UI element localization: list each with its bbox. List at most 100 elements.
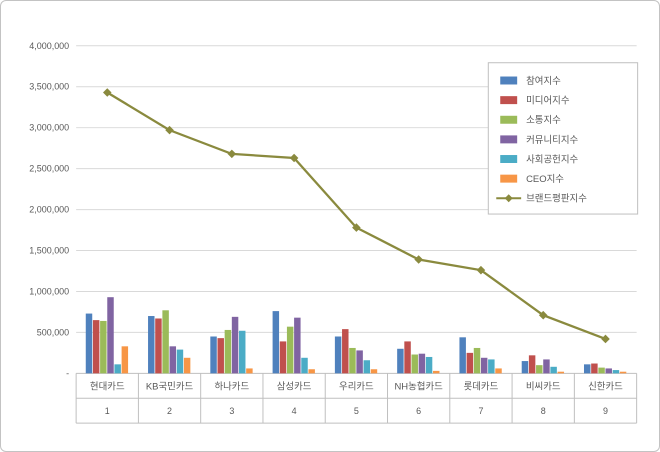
line-marker-diamond bbox=[538, 310, 548, 320]
bar-CEO지수 bbox=[557, 371, 565, 374]
bar-미디어지수 bbox=[217, 338, 224, 374]
bar-미디어지수 bbox=[404, 341, 411, 374]
x-number-label: 7 bbox=[478, 406, 483, 416]
bar-소통지수 bbox=[473, 347, 481, 374]
bar-소통지수 bbox=[598, 367, 605, 374]
x-number-label: 9 bbox=[603, 406, 608, 416]
legend-marker-사회공헌지수 bbox=[500, 155, 518, 163]
line-marker-diamond bbox=[289, 153, 299, 163]
y-tick-label: 3,000,000 bbox=[29, 123, 69, 133]
bar-미디어지수 bbox=[342, 329, 349, 374]
bar-미디어지수 bbox=[92, 320, 100, 374]
bar-커뮤니티지수 bbox=[418, 353, 426, 374]
bar-소통지수 bbox=[286, 326, 294, 374]
legend-diamond-icon bbox=[504, 194, 513, 203]
legend-label: 브랜드평판지수 bbox=[526, 194, 587, 205]
line-marker-diamond bbox=[165, 125, 174, 135]
legend-marker-참여지수 bbox=[500, 76, 518, 85]
x-category-label: 비씨카드 bbox=[526, 381, 561, 392]
bar-CEO지수 bbox=[619, 371, 627, 374]
y-tick-label: 2,500,000 bbox=[29, 164, 69, 174]
x-category-label: 롯데카드 bbox=[464, 381, 499, 392]
x-category-label: 하나카드 bbox=[214, 381, 249, 392]
bar-소통지수 bbox=[100, 320, 107, 374]
x-number-label: 5 bbox=[354, 406, 359, 416]
bar-사회공헌지수 bbox=[612, 370, 620, 374]
legend-marker-CEO지수 bbox=[500, 174, 518, 183]
bar-미디어지수 bbox=[528, 355, 536, 374]
bar-참여지수 bbox=[148, 316, 155, 374]
bar-미디어지수 bbox=[279, 341, 287, 374]
bar-CEO지수 bbox=[308, 369, 315, 374]
bar-커뮤니티지수 bbox=[294, 317, 301, 374]
x-number-label: 8 bbox=[541, 406, 546, 416]
bar-참여지수 bbox=[583, 364, 591, 374]
bar-CEO지수 bbox=[246, 368, 253, 374]
bar-참여지수 bbox=[459, 337, 466, 374]
y-tick-label: 1,500,000 bbox=[29, 246, 69, 256]
legend-label: 소통지수 bbox=[526, 115, 561, 126]
x-category-label: NH농협카드 bbox=[394, 380, 443, 392]
bar-소통지수 bbox=[411, 354, 418, 374]
x-number-label: 1 bbox=[105, 406, 110, 416]
bar-사회공헌지수 bbox=[363, 360, 371, 374]
bar-소통지수 bbox=[224, 329, 232, 374]
bar-참여지수 bbox=[210, 336, 217, 374]
bar-커뮤니티지수 bbox=[107, 297, 114, 374]
legend-label: 커뮤니티지수 bbox=[526, 135, 578, 146]
bar-커뮤니티지수 bbox=[356, 350, 363, 374]
bar-참여지수 bbox=[521, 361, 529, 374]
bar-CEO지수 bbox=[495, 368, 502, 374]
bar-참여지수 bbox=[397, 348, 404, 374]
line-marker-diamond bbox=[414, 255, 423, 264]
bar-커뮤니티지수 bbox=[480, 357, 488, 374]
y-tick-label: 2,000,000 bbox=[29, 205, 69, 215]
bar-사회공헌지수 bbox=[176, 349, 184, 374]
bar-참여지수 bbox=[272, 311, 280, 374]
x-category-label: 현대카드 bbox=[90, 381, 125, 392]
bar-CEO지수 bbox=[432, 370, 440, 374]
bar-미디어지수 bbox=[591, 363, 598, 374]
bar-사회공헌지수 bbox=[425, 356, 433, 374]
legend-label: 참여지수 bbox=[526, 75, 561, 87]
bar-사회공헌지수 bbox=[238, 330, 246, 374]
x-category-label: 삼성카드 bbox=[277, 381, 312, 392]
bar-커뮤니티지수 bbox=[169, 346, 177, 374]
bar-CEO지수 bbox=[121, 346, 129, 374]
x-category-label: 신한카드 bbox=[588, 381, 623, 392]
x-number-label: 4 bbox=[292, 406, 297, 416]
legend-label: CEO지수 bbox=[526, 174, 564, 185]
legend-marker-미디어지수 bbox=[500, 96, 518, 105]
y-tick-label: - bbox=[66, 368, 69, 378]
y-tick-label: 4,000,000 bbox=[29, 41, 69, 51]
y-tick-label: 3,500,000 bbox=[29, 82, 69, 92]
bar-커뮤니티지수 bbox=[231, 316, 239, 374]
x-number-label: 3 bbox=[229, 406, 234, 416]
bar-참여지수 bbox=[334, 336, 342, 374]
legend-label: 사회공헌지수 bbox=[526, 154, 578, 165]
line-marker-diamond bbox=[601, 334, 610, 344]
x-category-label: 우리카드 bbox=[339, 381, 374, 392]
x-number-label: 2 bbox=[167, 406, 172, 416]
bar-참여지수 bbox=[85, 313, 93, 374]
bar-소통지수 bbox=[349, 347, 356, 374]
y-tick-label: 500,000 bbox=[37, 327, 69, 337]
bar-소통지수 bbox=[162, 310, 169, 374]
bar-CEO지수 bbox=[370, 369, 378, 374]
x-number-label: 6 bbox=[416, 406, 421, 416]
bar-미디어지수 bbox=[155, 318, 162, 374]
legend-label: 미디어지수 bbox=[526, 96, 570, 107]
bar-커뮤니티지수 bbox=[543, 359, 550, 374]
bar-CEO지수 bbox=[183, 357, 191, 374]
line-marker-diamond bbox=[352, 223, 361, 232]
x-category-label: KB국민카드 bbox=[146, 381, 194, 392]
y-tick-label: 1,000,000 bbox=[29, 286, 69, 296]
bar-소통지수 bbox=[536, 365, 543, 374]
bar-미디어지수 bbox=[466, 352, 474, 374]
bar-사회공헌지수 bbox=[550, 366, 557, 374]
legend-marker-소통지수 bbox=[500, 115, 518, 124]
bar-사회공헌지수 bbox=[301, 357, 308, 374]
bar-사회공헌지수 bbox=[488, 359, 495, 374]
line-marker-diamond bbox=[227, 149, 237, 159]
